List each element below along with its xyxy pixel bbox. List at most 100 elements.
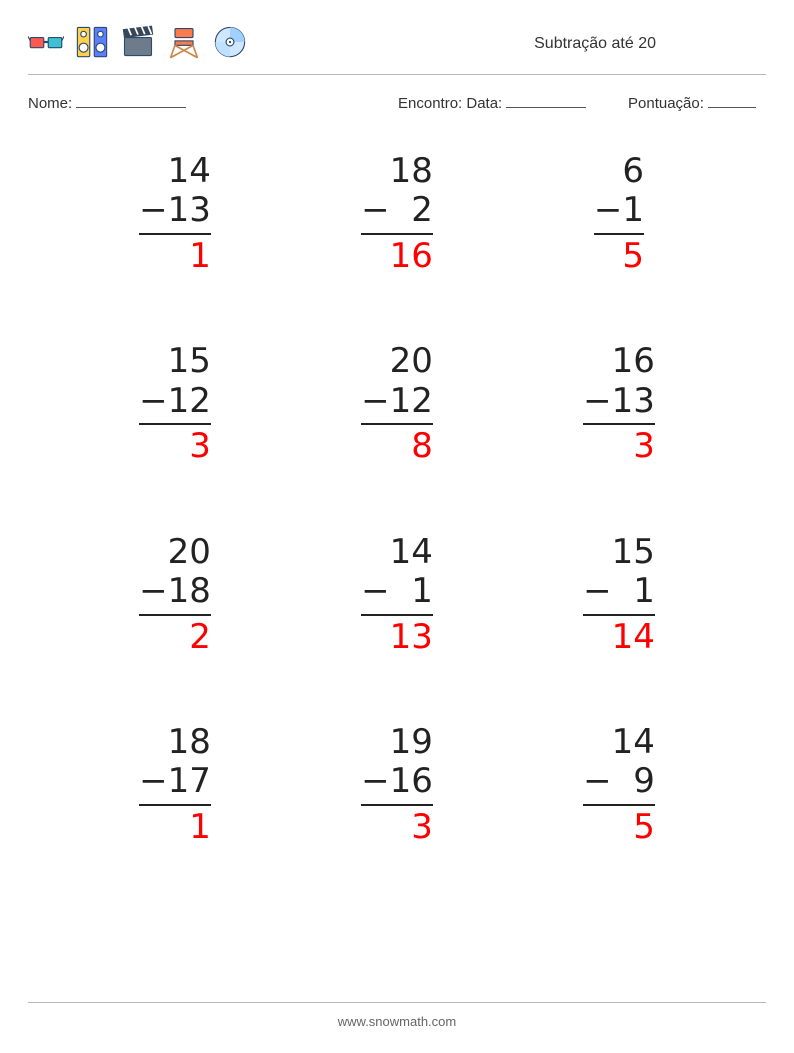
clapperboard-icon xyxy=(120,24,156,65)
header-icons xyxy=(28,24,248,65)
minus-sign: − xyxy=(594,191,623,230)
subtrahend: 13 xyxy=(168,191,211,230)
minuend: 16 xyxy=(583,342,655,381)
problem-rule xyxy=(139,614,211,616)
problem-body: 15− 114 xyxy=(583,533,655,657)
problem: 18−17 1 xyxy=(64,723,286,847)
answer: 3 xyxy=(583,427,655,466)
answer: 5 xyxy=(594,237,644,276)
answer: 8 xyxy=(361,427,433,466)
problem: 14− 9 5 xyxy=(508,723,730,847)
problem-rule xyxy=(361,804,433,806)
answer: 1 xyxy=(139,808,211,847)
answer: 3 xyxy=(361,808,433,847)
minuend: 19 xyxy=(361,723,433,762)
minuend: 18 xyxy=(139,723,211,762)
problem-rule xyxy=(583,614,655,616)
subtrahend-row: −17 xyxy=(139,762,211,801)
score-blank[interactable] xyxy=(708,93,756,108)
subtrahend-row: −12 xyxy=(139,382,211,421)
subtrahend-row: −13 xyxy=(139,191,211,230)
minuend: 20 xyxy=(361,342,433,381)
name-label: Nome: xyxy=(28,95,72,112)
problem-rule xyxy=(361,614,433,616)
subtrahend-row: − 2 xyxy=(361,191,433,230)
subtrahend-row: − 9 xyxy=(583,762,655,801)
problem-rule xyxy=(361,423,433,425)
problem-body: 15−123 xyxy=(139,342,211,466)
problem: 19−16 3 xyxy=(286,723,508,847)
answer: 2 xyxy=(139,618,211,657)
subtrahend: 12 xyxy=(168,382,211,421)
problem: 15− 114 xyxy=(508,533,730,657)
problem: 18− 216 xyxy=(286,152,508,276)
problem: 20−18 2 xyxy=(64,533,286,657)
problem-body: 16−13 3 xyxy=(583,342,655,466)
date-field: Encontro: Data: xyxy=(398,93,628,112)
problem-rule xyxy=(139,423,211,425)
subtrahend: 16 xyxy=(390,762,433,801)
subtrahend-row: −18 xyxy=(139,572,211,611)
footer-divider xyxy=(28,1002,766,1003)
problem-rule xyxy=(594,233,644,235)
subtrahend: 1 xyxy=(622,191,644,230)
score-field: Pontuação: xyxy=(628,93,766,112)
minus-sign: − xyxy=(139,382,168,421)
problem-body: 20−18 2 xyxy=(139,533,211,657)
problem-body: 14− 9 5 xyxy=(583,723,655,847)
problem-body: 19−16 3 xyxy=(361,723,433,847)
subtrahend: 2 xyxy=(390,191,433,230)
problem-rule xyxy=(139,804,211,806)
subtrahend-row: −12 xyxy=(361,382,433,421)
worksheet-page: Subtração até 20 Nome: Encontro: Data: P… xyxy=(0,0,794,1053)
problem-rule xyxy=(139,233,211,235)
directors-chair-icon xyxy=(166,24,202,65)
minuend: 18 xyxy=(361,152,433,191)
minus-sign: − xyxy=(139,762,168,801)
problem-body: 6−15 xyxy=(594,152,644,276)
score-label: Pontuação: xyxy=(628,95,704,112)
problem: 14− 113 xyxy=(286,533,508,657)
subtrahend: 13 xyxy=(612,382,655,421)
subtrahend: 1 xyxy=(612,572,655,611)
minus-sign: − xyxy=(361,762,390,801)
worksheet-title: Subtração até 20 xyxy=(534,35,766,53)
subtrahend-row: −1 xyxy=(594,191,644,230)
minuend: 14 xyxy=(139,152,211,191)
header-bar: Subtração até 20 xyxy=(28,20,766,68)
footer-text: www.snowmath.com xyxy=(0,1014,794,1029)
name-field: Nome: xyxy=(28,93,398,112)
subtrahend: 12 xyxy=(390,382,433,421)
date-blank[interactable] xyxy=(506,93,586,108)
answer: 14 xyxy=(583,618,655,657)
subtrahend: 18 xyxy=(168,572,211,611)
problem: 14−131 xyxy=(64,152,286,276)
problems-grid: 14−13118− 2166−1515−12320−12816−13320−18… xyxy=(28,152,766,847)
problem-body: 18− 216 xyxy=(361,152,433,276)
problem: 16−13 3 xyxy=(508,342,730,466)
minus-sign: − xyxy=(139,191,168,230)
subtrahend-row: −16 xyxy=(361,762,433,801)
problem-body: 14−131 xyxy=(139,152,211,276)
problem-rule xyxy=(583,423,655,425)
date-label: Encontro: Data: xyxy=(398,95,502,112)
problem-body: 20−12 8 xyxy=(361,342,433,466)
problem-rule xyxy=(583,804,655,806)
header-divider xyxy=(28,74,766,75)
minuend: 14 xyxy=(583,723,655,762)
answer: 13 xyxy=(361,618,433,657)
minus-sign: − xyxy=(583,572,612,611)
problem-body: 14− 113 xyxy=(361,533,433,657)
name-blank[interactable] xyxy=(76,93,186,108)
minus-sign: − xyxy=(139,572,168,611)
answer: 5 xyxy=(583,808,655,847)
minus-sign: − xyxy=(361,191,390,230)
problem: 15−123 xyxy=(64,342,286,466)
subtrahend: 9 xyxy=(612,762,655,801)
minuend: 20 xyxy=(139,533,211,572)
meta-row: Nome: Encontro: Data: Pontuação: xyxy=(28,93,766,112)
minus-sign: − xyxy=(583,382,612,421)
subtrahend-row: −13 xyxy=(583,382,655,421)
subtrahend: 17 xyxy=(168,762,211,801)
subtrahend-row: − 1 xyxy=(361,572,433,611)
